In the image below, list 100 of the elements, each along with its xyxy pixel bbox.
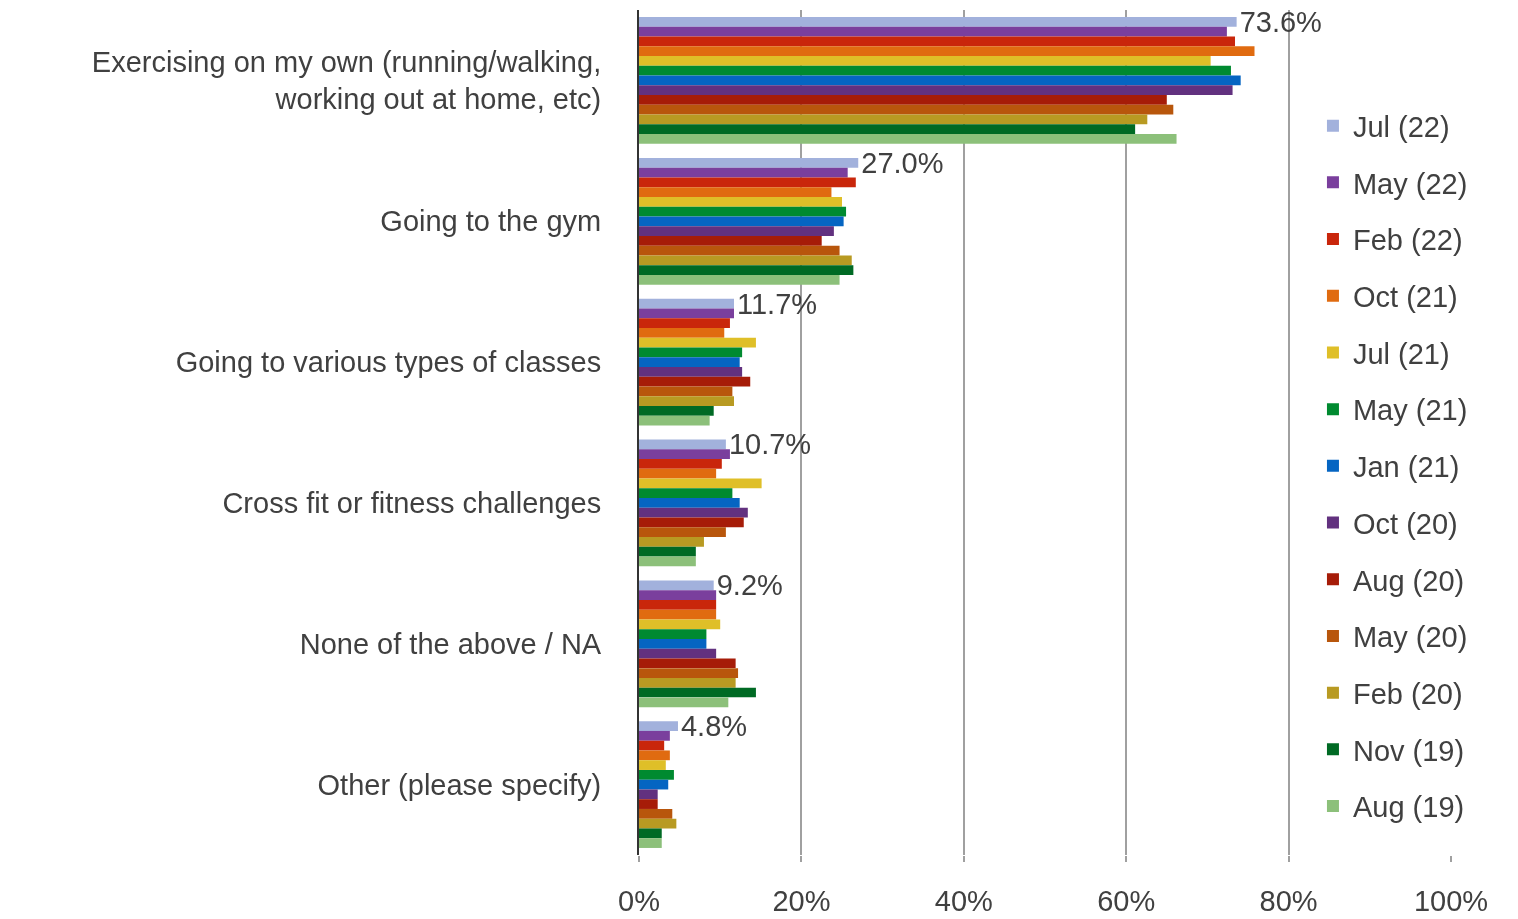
legend-label: Oct (21) [1352,281,1458,314]
x-tick-label: 0% [618,884,660,917]
data-label: 11.7% [737,287,818,320]
bar [639,17,1237,27]
bar [639,386,733,397]
bar [639,638,707,649]
bar [639,56,1211,66]
legend-label: Feb (20) [1352,677,1463,710]
x-tick-label: 40% [934,884,993,917]
bar [639,347,743,358]
data-label: 10.7% [728,428,812,461]
bar [639,838,662,848]
bar [639,366,743,377]
bar [639,697,729,708]
legend-label: Jan (21) [1352,451,1460,484]
bar [639,619,721,630]
bar [639,556,696,567]
bar [639,769,674,780]
bar [639,226,834,236]
legend-label: Oct (20) [1352,507,1458,540]
bar [639,405,714,416]
bar [639,177,856,188]
bar [639,65,1231,76]
bar [639,498,740,508]
bar [639,46,1255,57]
bar [639,134,1177,144]
bar [639,124,1136,135]
y-tick-label: Cross fit or fitness challenges [222,487,602,520]
legend-label: Jul (22) [1352,110,1450,143]
bar [639,318,730,328]
y-tick-label: Exercising on my own (running/walking, working out at home, etc) [91,45,602,116]
legend-label: May (21) [1352,394,1468,427]
bar [639,235,822,246]
bar [639,789,658,800]
bar [639,298,734,309]
bar [639,337,756,348]
bar [639,537,704,547]
bar [639,818,677,829]
bar [639,629,707,639]
bar [639,668,739,678]
x-tick-label: 80% [1259,884,1318,917]
bar [639,677,736,688]
bar [639,327,725,338]
x-tick-label: 20% [772,884,831,917]
legend-label: May (22) [1352,167,1468,200]
bar [639,488,733,499]
bar [639,95,1167,105]
bar [639,157,859,168]
bar [639,687,756,698]
x-tick-label: 100% [1413,884,1489,917]
bar [639,468,717,479]
bar [639,396,734,406]
bar [639,187,832,197]
bar [639,376,751,387]
bar [639,740,665,751]
data-label: 4.8% [680,710,748,743]
x-tick-label: 60% [1097,884,1156,917]
data-label: 73.6% [1239,5,1322,38]
bar [639,730,670,741]
bar [639,439,726,450]
bar [639,357,740,367]
bar [639,760,666,770]
data-label: 9.2% [716,569,783,602]
bar [639,609,717,620]
legend-label: Jul (21) [1352,337,1450,370]
data-label: 27.0% [861,146,944,179]
legend-label: May (20) [1352,621,1468,654]
legend-label: Aug (20) [1352,564,1465,597]
bar [639,255,852,266]
y-tick-label: Going to the gym [380,205,602,238]
bar [639,75,1241,86]
legend-label: Feb (22) [1352,224,1463,257]
y-tick-label: None of the above / NA [299,627,602,660]
bar [639,478,762,489]
bar [639,779,669,790]
y-tick-label: Going to various types of classes [175,346,602,379]
bar [639,114,1148,125]
bar [639,546,696,557]
bar [639,26,1227,37]
bar [639,36,1236,47]
bar [639,808,673,819]
bar [639,415,710,426]
bar [639,449,730,460]
bar [639,750,670,761]
bar [639,580,714,591]
bar [639,459,722,469]
bar [639,85,1233,96]
bar [639,308,734,319]
bar [639,507,748,518]
bar [639,196,842,207]
bar [639,648,717,659]
bar [639,274,840,285]
bar [639,590,717,600]
y-tick-label: Other (please specify) [317,768,602,801]
bar [639,265,854,275]
legend-label: Nov (19) [1352,734,1465,767]
bar [639,206,847,217]
bar [639,599,717,610]
legend-label: Aug (19) [1352,791,1465,824]
bar [639,721,678,731]
